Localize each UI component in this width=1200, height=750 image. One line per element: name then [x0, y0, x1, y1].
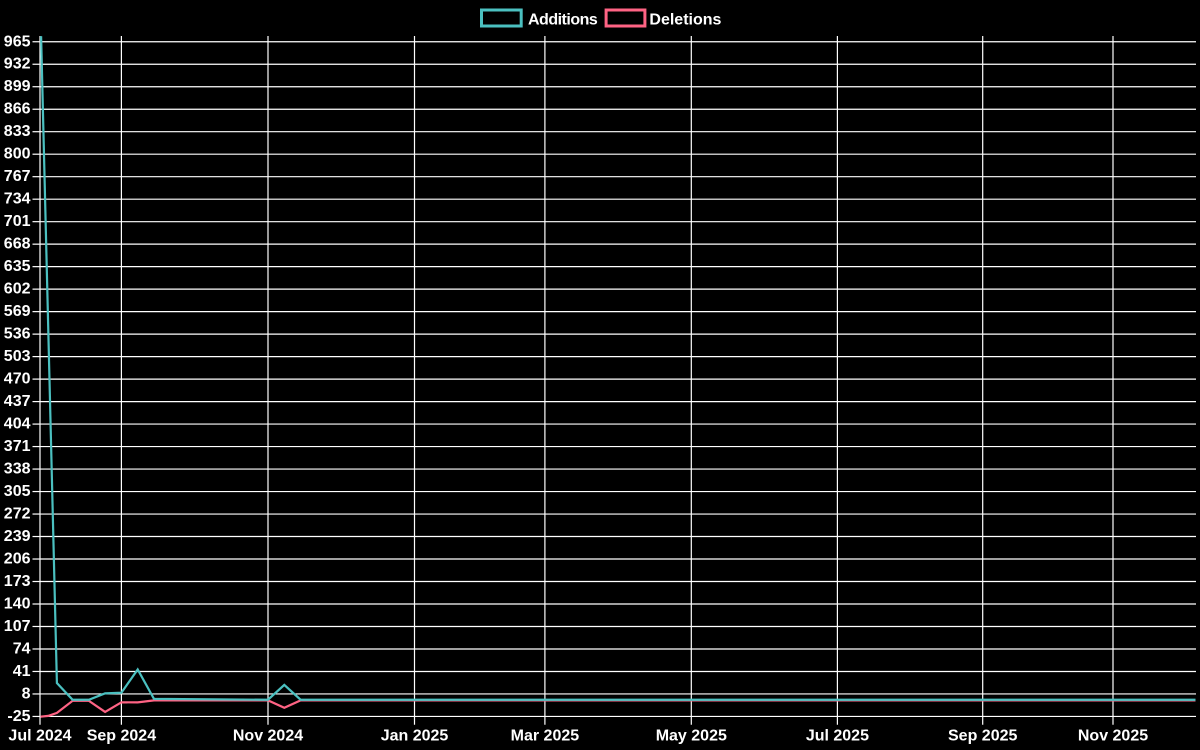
svg-text:866: 866: [4, 101, 31, 118]
svg-text:41: 41: [13, 663, 31, 680]
svg-text:206: 206: [4, 551, 31, 568]
svg-text:536: 536: [4, 326, 31, 343]
svg-text:965: 965: [4, 33, 31, 50]
svg-text:437: 437: [4, 393, 31, 410]
svg-text:Jul 2025: Jul 2025: [806, 728, 869, 745]
svg-text:Deletions: Deletions: [649, 12, 721, 29]
svg-text:8: 8: [22, 685, 31, 702]
svg-text:Jul 2024: Jul 2024: [8, 728, 71, 745]
svg-text:602: 602: [4, 281, 31, 298]
svg-text:107: 107: [4, 618, 31, 635]
svg-text:-25: -25: [7, 708, 30, 725]
svg-text:833: 833: [4, 123, 31, 140]
svg-text:404: 404: [4, 416, 31, 433]
svg-text:899: 899: [4, 78, 31, 95]
svg-text:569: 569: [4, 303, 31, 320]
svg-text:Additions: Additions: [528, 12, 598, 29]
svg-text:173: 173: [4, 573, 31, 590]
svg-text:Jan 2025: Jan 2025: [381, 728, 449, 745]
svg-text:635: 635: [4, 258, 31, 275]
svg-text:668: 668: [4, 236, 31, 253]
svg-text:470: 470: [4, 371, 31, 388]
svg-text:140: 140: [4, 596, 31, 613]
svg-text:503: 503: [4, 348, 31, 365]
svg-text:272: 272: [4, 506, 31, 523]
svg-text:800: 800: [4, 146, 31, 163]
svg-text:74: 74: [13, 640, 31, 657]
svg-text:701: 701: [4, 213, 31, 230]
svg-text:338: 338: [4, 461, 31, 478]
svg-text:239: 239: [4, 528, 31, 545]
svg-text:Mar 2025: Mar 2025: [511, 728, 580, 745]
svg-text:May 2025: May 2025: [656, 728, 727, 745]
svg-text:305: 305: [4, 483, 31, 500]
svg-text:Nov 2024: Nov 2024: [233, 728, 303, 745]
svg-text:371: 371: [4, 438, 31, 455]
svg-text:734: 734: [4, 191, 31, 208]
svg-text:767: 767: [4, 168, 31, 185]
svg-text:932: 932: [4, 56, 31, 73]
svg-text:Nov 2025: Nov 2025: [1078, 728, 1148, 745]
svg-text:Sep 2024: Sep 2024: [87, 728, 156, 745]
svg-text:Sep 2025: Sep 2025: [948, 728, 1017, 745]
